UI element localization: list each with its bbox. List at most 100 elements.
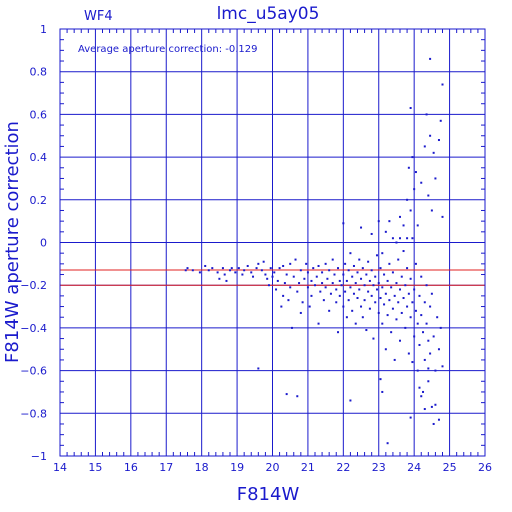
data-point bbox=[322, 299, 325, 302]
data-point bbox=[324, 262, 327, 265]
data-point bbox=[383, 273, 386, 276]
data-point bbox=[282, 294, 285, 297]
data-point bbox=[406, 198, 409, 201]
data-point bbox=[418, 386, 421, 389]
data-point bbox=[283, 282, 286, 285]
data-point bbox=[351, 309, 354, 312]
x-tick-label: 17 bbox=[159, 461, 173, 474]
data-point bbox=[402, 297, 405, 300]
data-point bbox=[441, 365, 444, 368]
data-point bbox=[430, 292, 433, 295]
data-point bbox=[402, 224, 405, 227]
data-point bbox=[342, 273, 345, 276]
data-point bbox=[420, 314, 423, 317]
data-point bbox=[437, 139, 440, 142]
data-point bbox=[340, 284, 343, 287]
data-point bbox=[367, 260, 370, 263]
data-point bbox=[379, 378, 382, 381]
data-point bbox=[393, 358, 396, 361]
data-point bbox=[407, 292, 410, 295]
data-point bbox=[299, 311, 302, 314]
data-point bbox=[225, 279, 228, 282]
data-point bbox=[375, 254, 378, 257]
data-point bbox=[278, 267, 281, 270]
data-point bbox=[409, 416, 412, 419]
data-point bbox=[344, 290, 347, 293]
data-point bbox=[441, 215, 444, 218]
data-point bbox=[257, 262, 260, 265]
data-point bbox=[390, 286, 393, 289]
data-point bbox=[292, 275, 295, 278]
x-axis-label: F814W bbox=[237, 484, 300, 505]
data-point bbox=[414, 171, 417, 174]
data-point bbox=[298, 282, 301, 285]
data-point bbox=[276, 279, 279, 282]
x-tick-label: 25 bbox=[443, 461, 457, 474]
data-point bbox=[427, 194, 430, 197]
data-point bbox=[299, 269, 302, 272]
data-point bbox=[273, 271, 276, 274]
data-point bbox=[262, 260, 265, 263]
x-tick-label: 22 bbox=[336, 461, 350, 474]
average-annotation: Average aperture correction: -0.129 bbox=[78, 44, 258, 55]
data-point bbox=[437, 418, 440, 421]
data-point bbox=[335, 288, 338, 291]
data-point bbox=[186, 267, 189, 270]
data-point bbox=[420, 181, 423, 184]
data-points bbox=[184, 57, 444, 445]
data-point bbox=[411, 156, 414, 159]
data-point bbox=[347, 299, 350, 302]
data-point bbox=[211, 267, 214, 270]
data-point bbox=[432, 422, 435, 425]
data-point bbox=[294, 258, 297, 261]
data-point bbox=[338, 279, 341, 282]
data-point bbox=[391, 271, 394, 274]
data-point bbox=[344, 262, 347, 265]
data-point bbox=[425, 284, 428, 287]
data-point bbox=[191, 269, 194, 272]
data-point bbox=[218, 277, 221, 280]
data-point bbox=[393, 294, 396, 297]
data-point bbox=[377, 220, 380, 223]
data-point bbox=[198, 271, 201, 274]
y-tick-label: −0.6 bbox=[20, 365, 47, 378]
data-point bbox=[269, 267, 272, 270]
data-point bbox=[370, 232, 373, 235]
data-point bbox=[289, 286, 292, 289]
data-point bbox=[282, 264, 285, 267]
data-point bbox=[319, 290, 322, 293]
data-point bbox=[399, 237, 401, 240]
data-point bbox=[429, 57, 432, 60]
data-point bbox=[381, 252, 384, 255]
data-point bbox=[275, 288, 278, 291]
data-point bbox=[301, 301, 304, 304]
data-point bbox=[381, 322, 384, 325]
data-point bbox=[361, 316, 364, 319]
data-point bbox=[391, 237, 394, 240]
y-tick-label: 1 bbox=[40, 23, 47, 36]
x-tick-label: 16 bbox=[124, 461, 138, 474]
data-point bbox=[367, 290, 370, 293]
x-tick-label: 15 bbox=[88, 461, 102, 474]
data-point bbox=[383, 303, 386, 306]
data-point bbox=[229, 269, 231, 272]
data-point bbox=[351, 275, 354, 278]
data-point bbox=[358, 258, 361, 261]
x-tick-label: 14 bbox=[53, 461, 67, 474]
data-point bbox=[404, 284, 407, 287]
data-point bbox=[395, 318, 398, 321]
data-point bbox=[324, 286, 327, 289]
data-point bbox=[360, 226, 363, 229]
data-point bbox=[356, 297, 359, 300]
data-point bbox=[370, 294, 373, 297]
data-point bbox=[280, 305, 283, 308]
data-point bbox=[285, 273, 288, 276]
data-point bbox=[266, 277, 269, 280]
data-point bbox=[347, 269, 350, 272]
data-point bbox=[399, 215, 401, 218]
data-point bbox=[264, 273, 267, 276]
data-point bbox=[363, 299, 366, 302]
data-point bbox=[326, 277, 329, 280]
data-point bbox=[439, 119, 442, 122]
